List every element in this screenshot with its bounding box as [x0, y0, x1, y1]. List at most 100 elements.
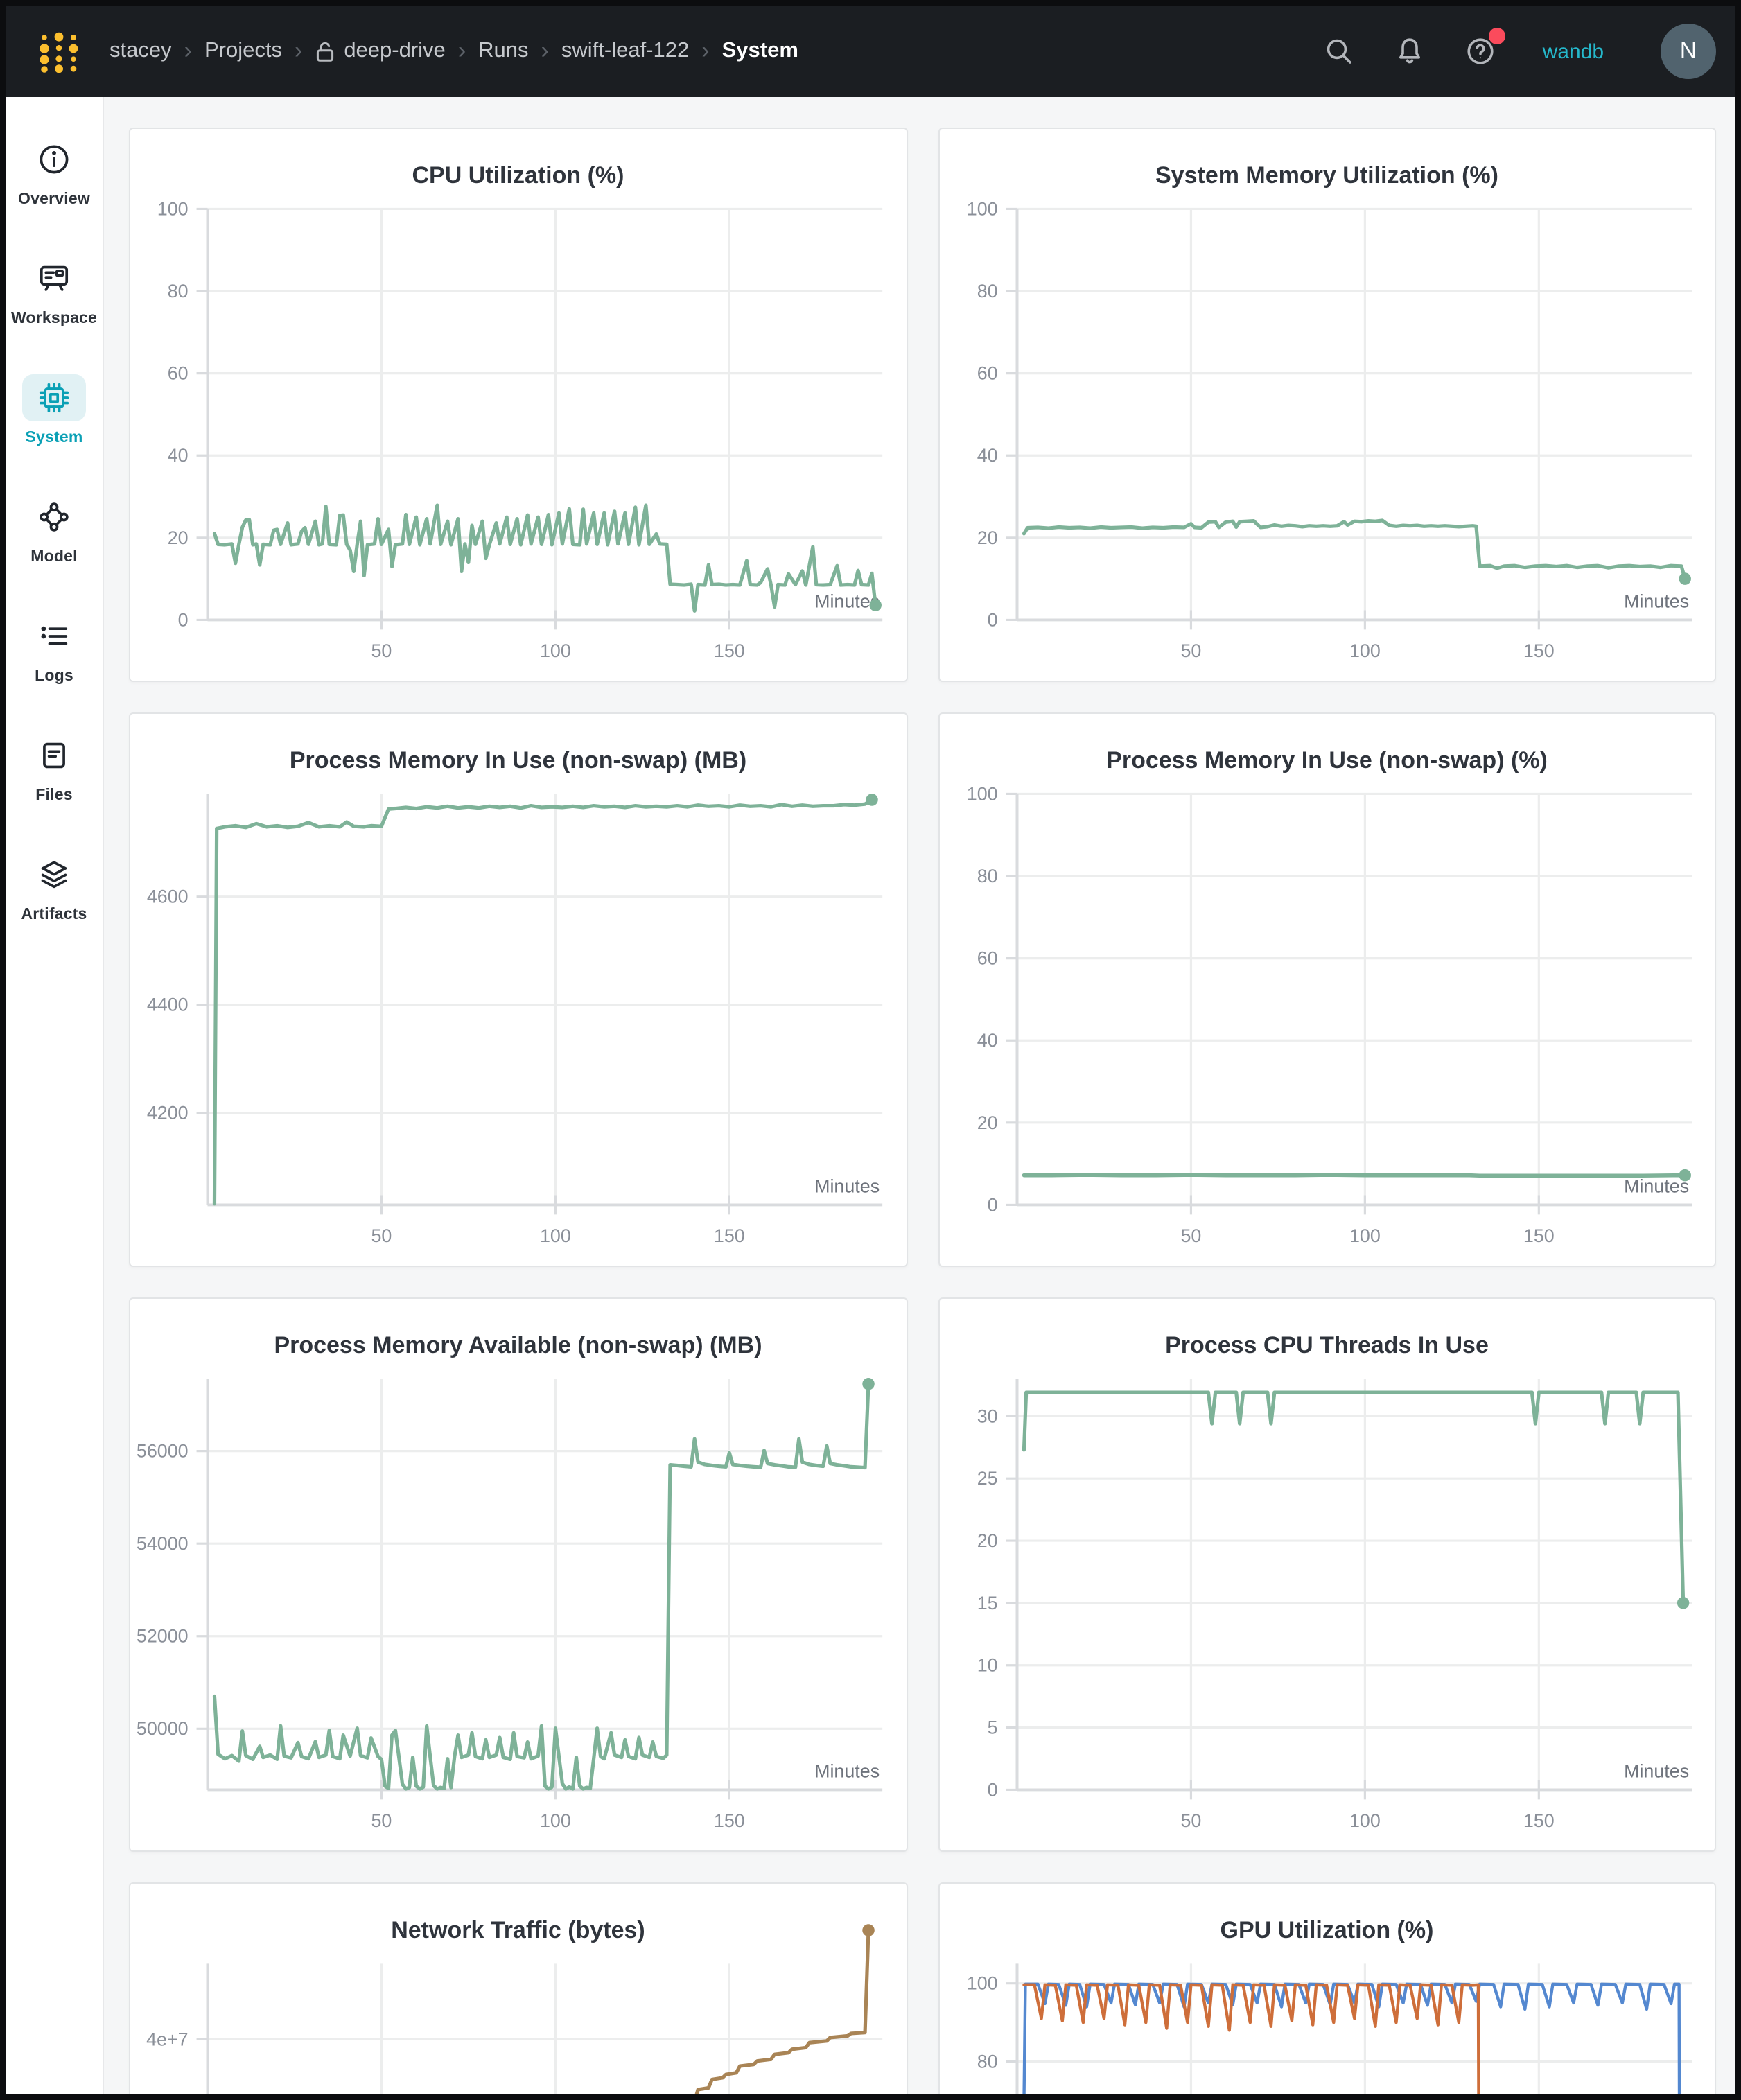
breadcrumb-runs[interactable]: Runs [478, 39, 529, 62]
breadcrumb-run-name[interactable]: swift-leaf-122 [561, 39, 690, 62]
notifications-bell-icon[interactable] [1393, 35, 1426, 68]
notification-badge [1488, 28, 1505, 44]
gridlines [207, 1379, 883, 1790]
svg-text:50: 50 [371, 640, 392, 661]
files-icon [22, 732, 86, 779]
sidebar-item-label: Files [35, 787, 73, 804]
chart-plot[interactable]: 4200 4400 4600 50 100 150 Minutes [130, 714, 906, 1266]
svg-text:20: 20 [977, 1530, 997, 1551]
sidebar-item-workspace[interactable]: Workspace [6, 255, 103, 374]
chart-plot[interactable]: 0 5 10 15 20 25 30 50 100 150 Minutes [939, 1299, 1715, 1850]
avatar[interactable]: N [1661, 24, 1716, 79]
series-line [212, 503, 877, 613]
x-axis-unit-label: Minutes [814, 1761, 880, 1782]
svg-text:50: 50 [1180, 640, 1200, 661]
tick-labels: 4200 4400 4600 50 100 150 Minutes [147, 886, 880, 1247]
gridlines [1016, 207, 1692, 622]
chart-title: System Memory Utilization (%) [1155, 162, 1498, 189]
svg-text:50: 50 [1180, 1225, 1200, 1246]
svg-text:0: 0 [178, 609, 189, 630]
lock-open-icon [317, 41, 334, 61]
svg-text:0: 0 [987, 609, 997, 630]
sidebar-item-system[interactable]: System [6, 374, 103, 493]
svg-text:40: 40 [977, 1030, 997, 1051]
svg-text:80: 80 [977, 866, 997, 886]
axes [1005, 792, 1692, 1215]
svg-text:150: 150 [714, 1810, 745, 1831]
svg-text:4400: 4400 [147, 995, 189, 1015]
axes [196, 1963, 209, 2094]
svg-text:150: 150 [1523, 640, 1554, 661]
sidebar-item-artifacts[interactable]: Artifacts [6, 851, 103, 970]
series-end-dot [862, 1924, 875, 1936]
wandb-account-link[interactable]: wandb [1542, 40, 1604, 63]
svg-text:0: 0 [987, 1194, 997, 1215]
series-end-dot [866, 794, 878, 806]
series-line [1021, 518, 1686, 581]
svg-text:80: 80 [977, 281, 997, 301]
svg-text:50: 50 [1180, 1810, 1200, 1831]
breadcrumb-projects[interactable]: Projects [204, 39, 282, 62]
chart-title: Process Memory In Use (non-swap) (MB) [289, 747, 747, 773]
gridlines [1016, 792, 1692, 1207]
breadcrumb-project[interactable]: deep-drive [315, 39, 446, 64]
sidebar-item-logs[interactable]: Logs [6, 613, 103, 732]
svg-text:50000: 50000 [137, 1718, 189, 1739]
svg-text:4e+7: 4e+7 [146, 2029, 189, 2049]
svg-text:4600: 4600 [147, 886, 189, 907]
svg-text:100: 100 [540, 640, 571, 661]
wandb-logo-icon[interactable] [36, 30, 82, 73]
svg-text:80: 80 [977, 2051, 997, 2072]
search-icon[interactable] [1322, 35, 1356, 68]
main-content: 0 20 40 60 80 100 50 100 150 Minutes CPU Utilizati… [104, 97, 1735, 2094]
gridlines [207, 794, 883, 1205]
chart-plot[interactable]: 50000 52000 54000 56000 50 100 150 Minutes [130, 1299, 906, 1850]
chart-card-8: 02040608010050100150MinutesGPU Utilizati… [938, 1882, 1716, 2094]
sidebar-item-files[interactable]: Files [6, 732, 103, 851]
svg-text:52000: 52000 [137, 1626, 189, 1647]
series-line [1022, 1983, 1480, 2094]
svg-text:30: 30 [977, 1406, 997, 1426]
svg-text:150: 150 [1523, 1225, 1554, 1246]
gridlines [207, 207, 883, 622]
svg-text:10: 10 [977, 1655, 997, 1676]
svg-text:20: 20 [977, 1112, 997, 1133]
help-icon[interactable] [1464, 28, 1505, 68]
chart-card-7: 2e+74e+750100150Minutes Network Traffic (… [129, 1882, 907, 2094]
series-line [1021, 1390, 1685, 1605]
svg-text:40: 40 [977, 445, 997, 466]
chart-card-1: 0 20 40 60 80 100 50 100 150 Minutes CPU Utilizati… [129, 128, 907, 682]
series-line [212, 1382, 870, 1791]
svg-text:15: 15 [977, 1593, 997, 1613]
breadcrumb-project-label: deep-drive [344, 39, 446, 62]
charts-grid: 0 20 40 60 80 100 50 100 150 Minutes CPU Utilizati… [104, 97, 1735, 2094]
breadcrumb-current-page: System [721, 39, 798, 62]
tick-labels: 2e+74e+750100150Minutes [146, 2029, 189, 2049]
series-end-dot [1676, 1597, 1689, 1609]
series-end-dot [869, 599, 882, 611]
sidebar-item-label: Logs [35, 668, 73, 685]
svg-text:100: 100 [1349, 1225, 1380, 1246]
header-actions: wandb N [1322, 24, 1716, 79]
chart-plot[interactable]: 2e+74e+750100150Minutes [130, 1884, 906, 2094]
breadcrumb-separator: › [541, 37, 549, 63]
svg-text:5: 5 [987, 1717, 997, 1738]
axes [196, 207, 883, 630]
chart-card-6: 0 5 10 15 20 25 30 50 100 150 Minutes Process CPU T… [938, 1297, 1716, 1852]
breadcrumb-separator: › [294, 37, 303, 63]
sidebar-item-label: System [25, 430, 83, 446]
tick-labels: 0 20 40 60 80 100 50 100 150 Minutes [966, 783, 1688, 1246]
series-end-dot [1678, 572, 1690, 585]
breadcrumb: stacey › Projects › deep-drive › Runs › … [110, 37, 1322, 64]
svg-text:60: 60 [977, 363, 997, 384]
axes [196, 1379, 883, 1800]
sidebar-item-overview[interactable]: Overview [6, 136, 103, 255]
svg-text:60: 60 [977, 948, 997, 969]
chart-card-3: 4200 4400 4600 50 100 150 Minutes Process Memor… [129, 712, 907, 1267]
breadcrumb-user[interactable]: stacey [110, 39, 172, 62]
sidebar-item-model[interactable]: Model [6, 493, 103, 613]
